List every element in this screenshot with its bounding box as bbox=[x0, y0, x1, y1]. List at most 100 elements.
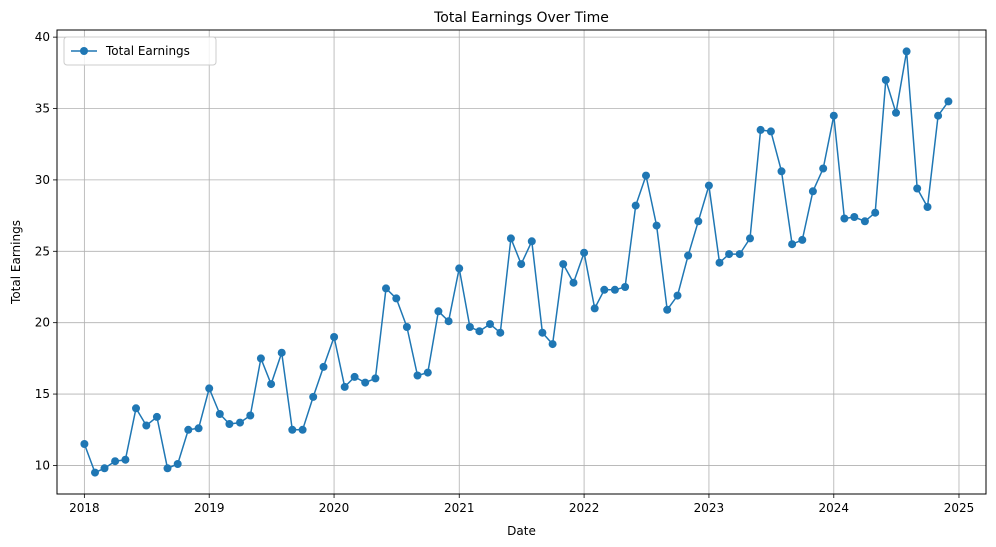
legend: Total Earnings bbox=[63, 36, 217, 66]
data-point bbox=[569, 278, 578, 287]
data-point bbox=[517, 260, 526, 269]
data-point bbox=[684, 251, 693, 260]
data-point bbox=[80, 440, 89, 448]
data-point bbox=[288, 425, 297, 434]
data-point bbox=[725, 250, 734, 259]
data-point bbox=[392, 294, 401, 303]
axis-ticks: 2018 2019 2020 2021 2022 2023 2024 202510152025… bbox=[35, 30, 975, 515]
data-point bbox=[330, 333, 339, 341]
data-point bbox=[527, 237, 536, 246]
data-point bbox=[548, 340, 557, 349]
data-point bbox=[631, 201, 640, 210]
data-point bbox=[91, 468, 99, 477]
data-point bbox=[715, 258, 724, 267]
data-point bbox=[194, 424, 203, 433]
data-point bbox=[663, 305, 672, 314]
y-tick-label: 30 bbox=[35, 173, 50, 187]
data-point bbox=[236, 418, 244, 427]
x-tick-label: 2024 bbox=[819, 501, 850, 515]
data-point bbox=[121, 455, 130, 464]
legend-box bbox=[63, 36, 217, 66]
x-tick-label: 2019 bbox=[194, 501, 225, 515]
data-point bbox=[382, 284, 390, 293]
data-point bbox=[819, 164, 828, 173]
data-point bbox=[455, 264, 464, 273]
data-point bbox=[173, 460, 182, 468]
y-tick-label: 10 bbox=[35, 458, 50, 472]
data-point bbox=[267, 380, 276, 389]
data-point bbox=[350, 372, 359, 381]
data-point bbox=[205, 384, 214, 393]
data-point bbox=[600, 285, 609, 294]
data-point bbox=[371, 374, 380, 383]
data-point bbox=[642, 171, 650, 180]
data-point bbox=[298, 425, 307, 434]
data-point bbox=[840, 214, 849, 223]
data-point bbox=[277, 348, 286, 357]
x-tick-label: 2022 bbox=[569, 501, 600, 515]
y-tick-label: 35 bbox=[35, 102, 50, 116]
data-point bbox=[319, 362, 328, 371]
data-point bbox=[871, 208, 880, 217]
data-point bbox=[184, 425, 193, 434]
data-point bbox=[735, 250, 744, 259]
y-tick-label: 40 bbox=[35, 30, 50, 44]
data-point bbox=[225, 420, 234, 428]
plot-area bbox=[56, 29, 987, 495]
data-point bbox=[798, 235, 807, 244]
data-point bbox=[506, 234, 515, 243]
x-tick-label: 2021 bbox=[444, 501, 475, 515]
data-point bbox=[788, 240, 797, 249]
y-axis-title: Total Earnings bbox=[9, 220, 23, 305]
data-point bbox=[402, 323, 411, 331]
grid bbox=[57, 30, 986, 494]
data-point bbox=[860, 217, 869, 226]
data-point bbox=[756, 125, 765, 134]
x-tick-label: 2018 bbox=[69, 501, 100, 515]
data-point bbox=[142, 421, 151, 430]
data-point bbox=[580, 248, 589, 257]
data-point bbox=[590, 304, 599, 313]
data-point bbox=[621, 283, 630, 291]
y-tick-label: 15 bbox=[35, 387, 50, 401]
data-point bbox=[934, 111, 943, 120]
data-point bbox=[100, 464, 109, 473]
legend-label: Total Earnings bbox=[105, 44, 190, 58]
data-point bbox=[923, 203, 932, 211]
data-point bbox=[256, 354, 265, 363]
data-point bbox=[538, 328, 547, 337]
data-point bbox=[444, 317, 453, 326]
x-tick-label: 2020 bbox=[319, 501, 350, 515]
data-point bbox=[850, 213, 859, 221]
x-tick-label: 2025 bbox=[944, 501, 975, 515]
chart-title: Total Earnings Over Time bbox=[433, 10, 609, 26]
y-tick-label: 20 bbox=[35, 316, 50, 330]
data-point bbox=[361, 378, 370, 387]
data-point bbox=[652, 221, 661, 230]
data-point bbox=[610, 285, 619, 294]
data-point bbox=[340, 382, 349, 391]
legend-marker bbox=[80, 47, 88, 55]
data-point bbox=[215, 410, 224, 418]
y-tick-label: 25 bbox=[35, 244, 50, 258]
data-point bbox=[777, 167, 786, 176]
data-point bbox=[486, 320, 494, 329]
x-axis-title: Date bbox=[507, 524, 536, 538]
data-point bbox=[829, 111, 838, 120]
data-point bbox=[309, 392, 318, 401]
data-point bbox=[423, 368, 432, 377]
data-point bbox=[246, 411, 255, 420]
data-point bbox=[152, 412, 161, 421]
data-point bbox=[902, 47, 911, 56]
data-point bbox=[496, 328, 505, 337]
data-point bbox=[673, 291, 682, 300]
data-point bbox=[465, 323, 474, 331]
data-point bbox=[881, 76, 890, 84]
data-point bbox=[413, 371, 422, 380]
data-point bbox=[694, 217, 703, 226]
data-point bbox=[559, 260, 568, 269]
data-point bbox=[808, 187, 817, 196]
series bbox=[80, 47, 953, 477]
